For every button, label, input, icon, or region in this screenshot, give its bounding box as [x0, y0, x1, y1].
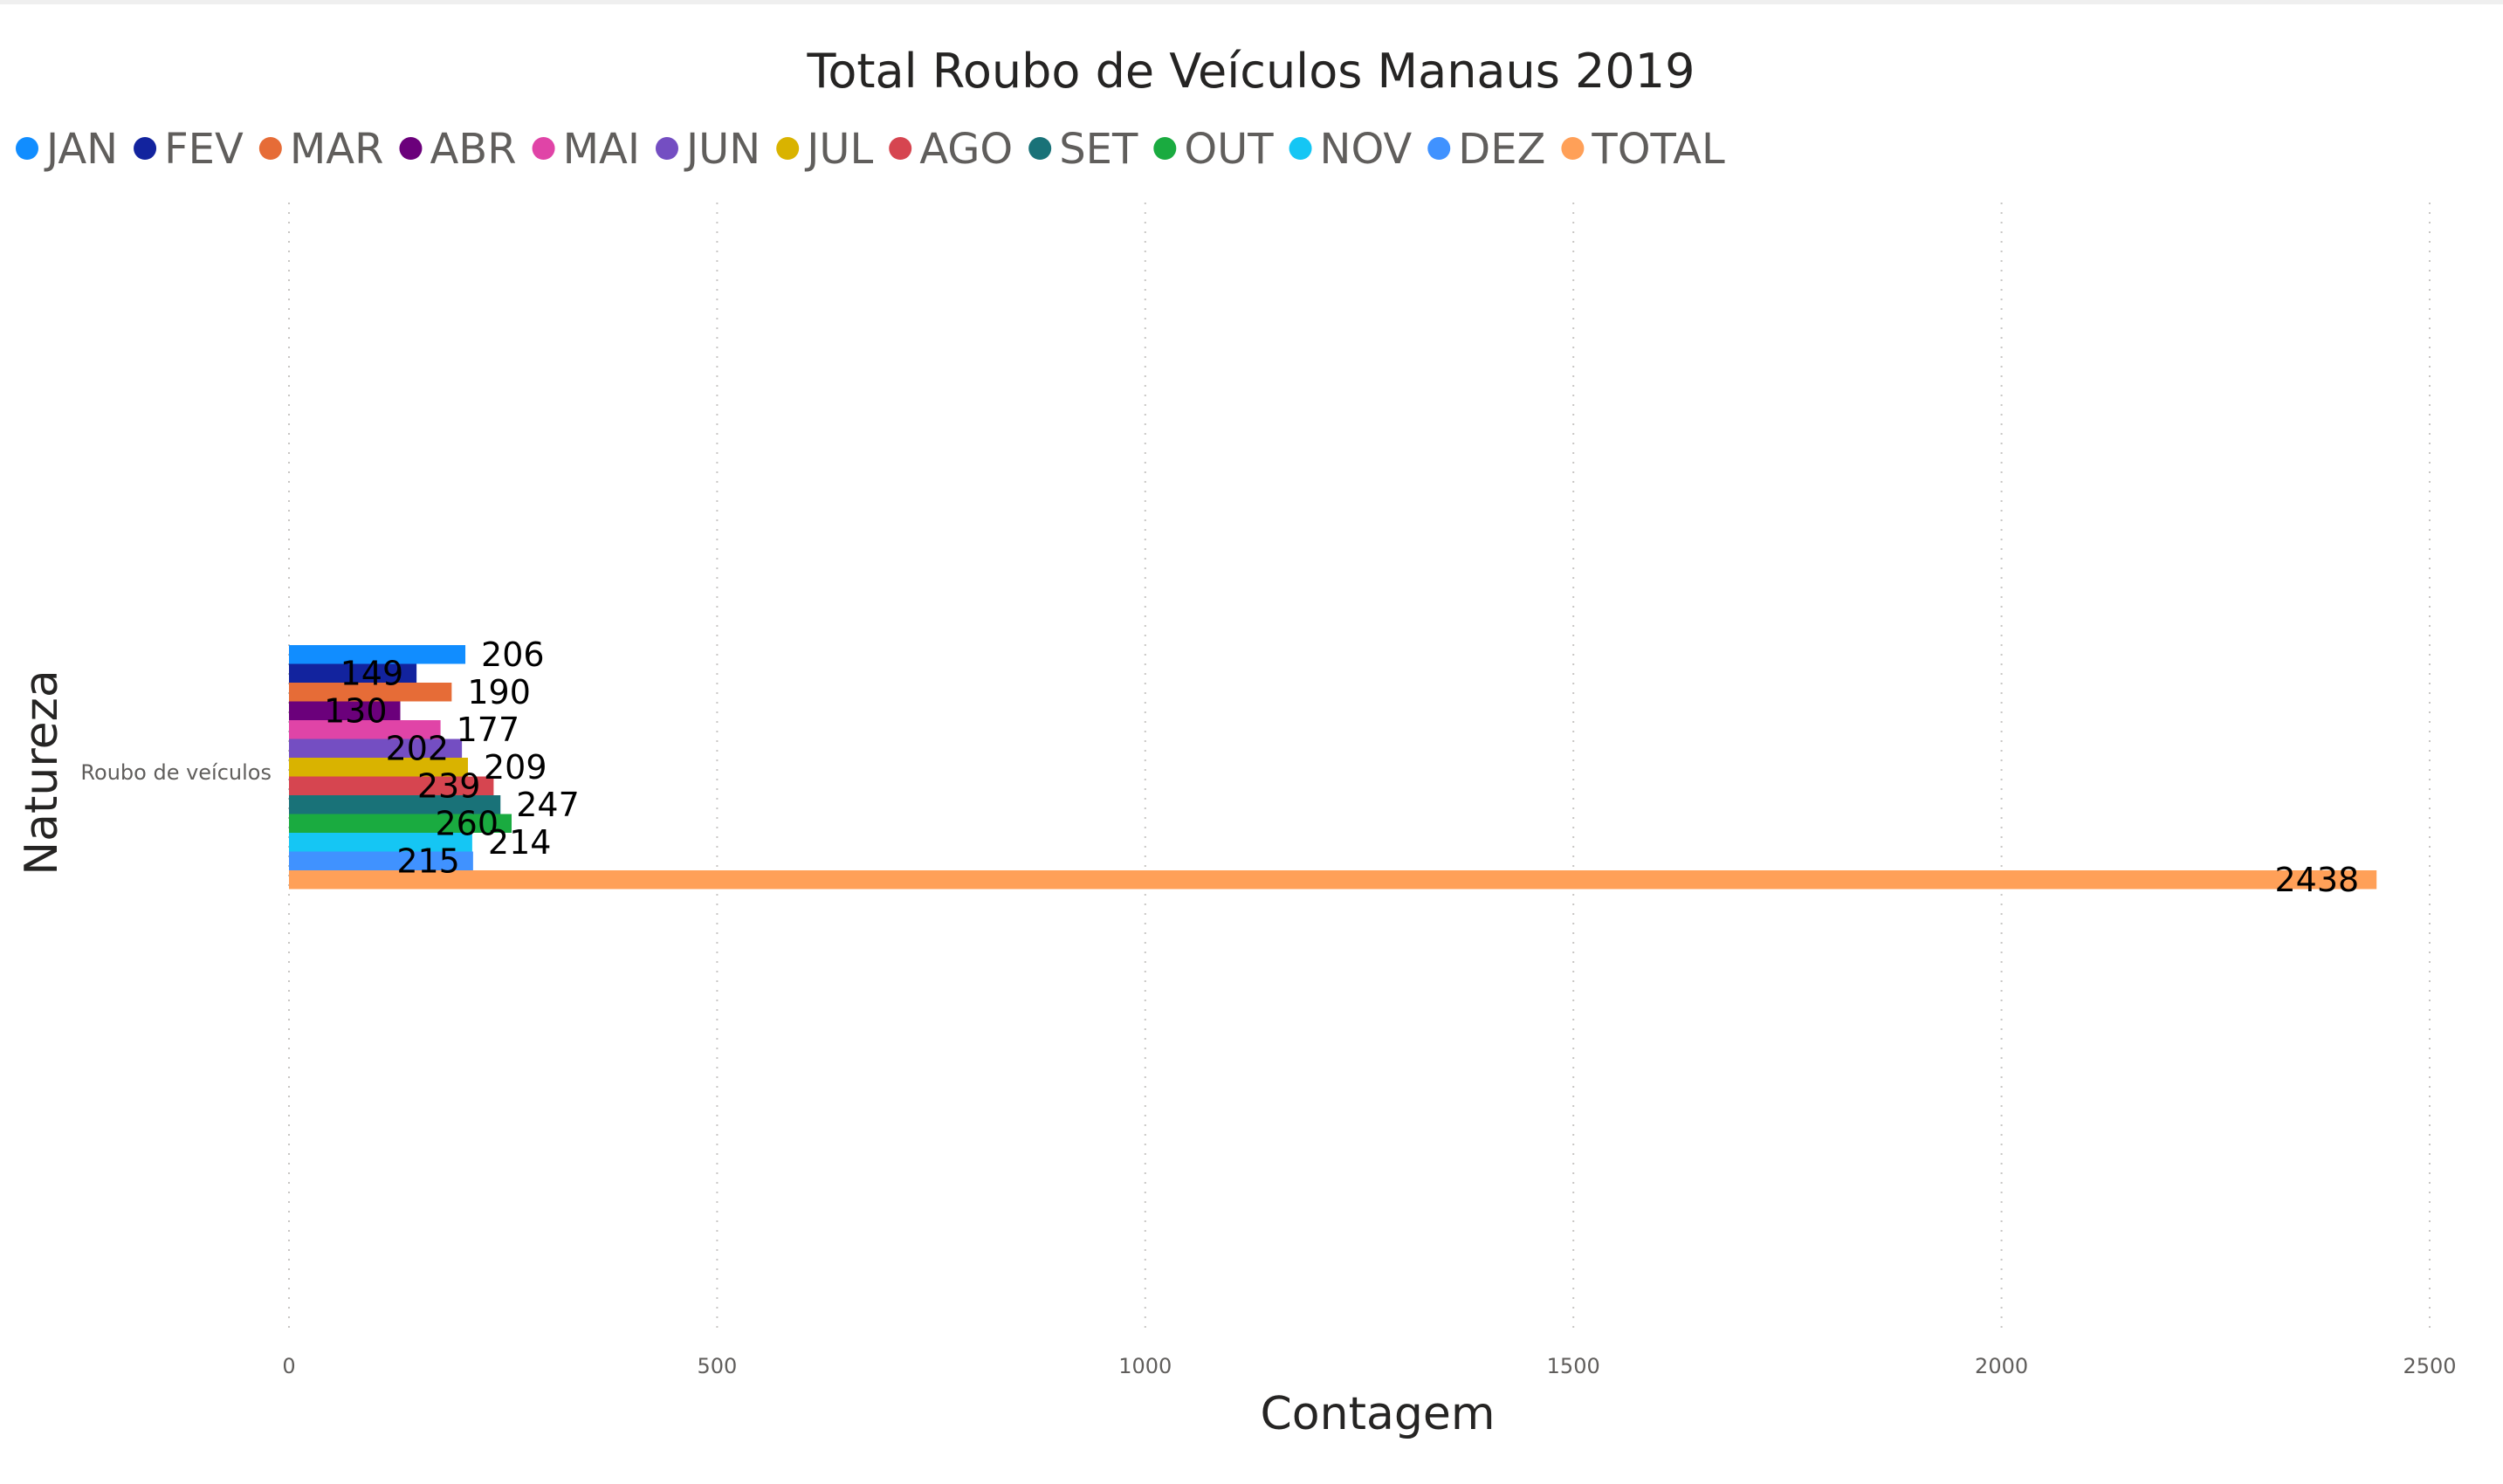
data-label: 2438	[2274, 861, 2359, 899]
legend-label: JUL	[804, 125, 873, 174]
legend-marker	[134, 137, 157, 160]
data-label: 149	[340, 654, 404, 692]
legend-item[interactable]: FEV	[134, 125, 244, 174]
data-label: 130	[324, 691, 388, 730]
bar-nov[interactable]	[289, 833, 472, 852]
data-label: 239	[417, 766, 481, 805]
bars	[289, 645, 2377, 890]
bar-total[interactable]	[289, 870, 2377, 890]
legend-item[interactable]: AGO	[889, 125, 1013, 174]
legend-marker	[258, 137, 282, 160]
legend-label: NOV	[1320, 125, 1413, 174]
bar-jan[interactable]	[289, 645, 466, 664]
data-label: 247	[516, 786, 580, 824]
bar-jun[interactable]	[289, 739, 463, 759]
x-tick-label: 1500	[1547, 1354, 1600, 1378]
legend-marker	[1561, 137, 1585, 160]
legend-label: MAR	[290, 125, 384, 174]
data-label: 206	[481, 636, 545, 674]
x-axis-title: Contagem	[1261, 1388, 1496, 1440]
chart-title: Total Roubo de Veículos Manaus 2019	[807, 44, 1695, 99]
legend-item[interactable]: OUT	[1153, 125, 1274, 174]
gridlines	[288, 203, 2431, 1336]
bar-jul[interactable]	[289, 758, 468, 777]
data-label: 177	[457, 711, 520, 749]
legend-item[interactable]: TOTAL	[1561, 125, 1725, 174]
x-tick-label: 1000	[1118, 1354, 1172, 1378]
legend-label: DEZ	[1458, 125, 1545, 174]
top-border	[0, 0, 2503, 4]
legend-marker	[776, 137, 800, 160]
legend-label: SET	[1059, 125, 1138, 174]
bar-dez[interactable]	[289, 851, 473, 871]
legend-item[interactable]: MAR	[258, 125, 384, 174]
legend-label: FEV	[164, 125, 244, 174]
x-tick-label: 0	[282, 1354, 295, 1378]
bar-set[interactable]	[289, 795, 501, 814]
legend-marker	[655, 137, 678, 160]
legend-marker	[889, 137, 912, 160]
x-axis-ticks: 0 500 1000 1500 2000 2500	[282, 1354, 2456, 1378]
data-label: 215	[396, 842, 460, 880]
legend-item[interactable]: ABR	[399, 125, 517, 174]
legend-item[interactable]: JAN	[16, 125, 118, 174]
data-label: 202	[386, 729, 450, 767]
legend-marker	[1153, 137, 1177, 160]
legend-label: AGO	[919, 125, 1013, 174]
bar-abr[interactable]	[289, 701, 401, 721]
legend-item[interactable]: JUL	[776, 125, 873, 174]
legend-item[interactable]: JUN	[655, 125, 760, 174]
y-category-label: Roubo de veículos	[80, 760, 272, 785]
bar-out[interactable]	[289, 814, 512, 834]
x-tick-label: 500	[697, 1354, 737, 1378]
x-tick-label: 2500	[2403, 1354, 2456, 1378]
bar-fev[interactable]	[289, 663, 417, 684]
legend-item[interactable]: DEZ	[1427, 125, 1545, 174]
x-tick-label: 2000	[1975, 1354, 2028, 1378]
legend-item[interactable]: MAI	[532, 125, 640, 174]
legend-label: ABR	[430, 125, 516, 174]
legend-marker	[1028, 137, 1052, 160]
legend-marker	[399, 137, 423, 160]
y-axis-categories: Roubo de veículos	[80, 760, 272, 785]
legend-marker	[532, 137, 555, 160]
legend: JAN FEV MAR ABR MAI JUN JUL AGO SET OUT NOV DEZ TOTA…	[16, 125, 1725, 174]
legend-item[interactable]: NOV	[1289, 125, 1413, 174]
data-label: 190	[467, 673, 531, 711]
legend-label: TOTAL	[1591, 125, 1725, 174]
bar-mar[interactable]	[289, 683, 452, 702]
legend-label: OUT	[1184, 125, 1274, 174]
legend-marker	[16, 137, 38, 160]
legend-marker	[1427, 137, 1451, 160]
legend-label: JUN	[684, 125, 760, 174]
data-label: 209	[484, 748, 547, 787]
legend-label: JAN	[44, 125, 118, 174]
y-axis-title: Natureza	[16, 670, 68, 876]
bar-mai[interactable]	[289, 720, 441, 739]
data-label: 260	[435, 804, 499, 842]
legend-marker	[1289, 137, 1312, 160]
legend-item[interactable]: SET	[1028, 125, 1138, 174]
legend-label: MAI	[563, 125, 640, 174]
bar-ago[interactable]	[289, 776, 494, 796]
data-label: 214	[488, 823, 552, 862]
